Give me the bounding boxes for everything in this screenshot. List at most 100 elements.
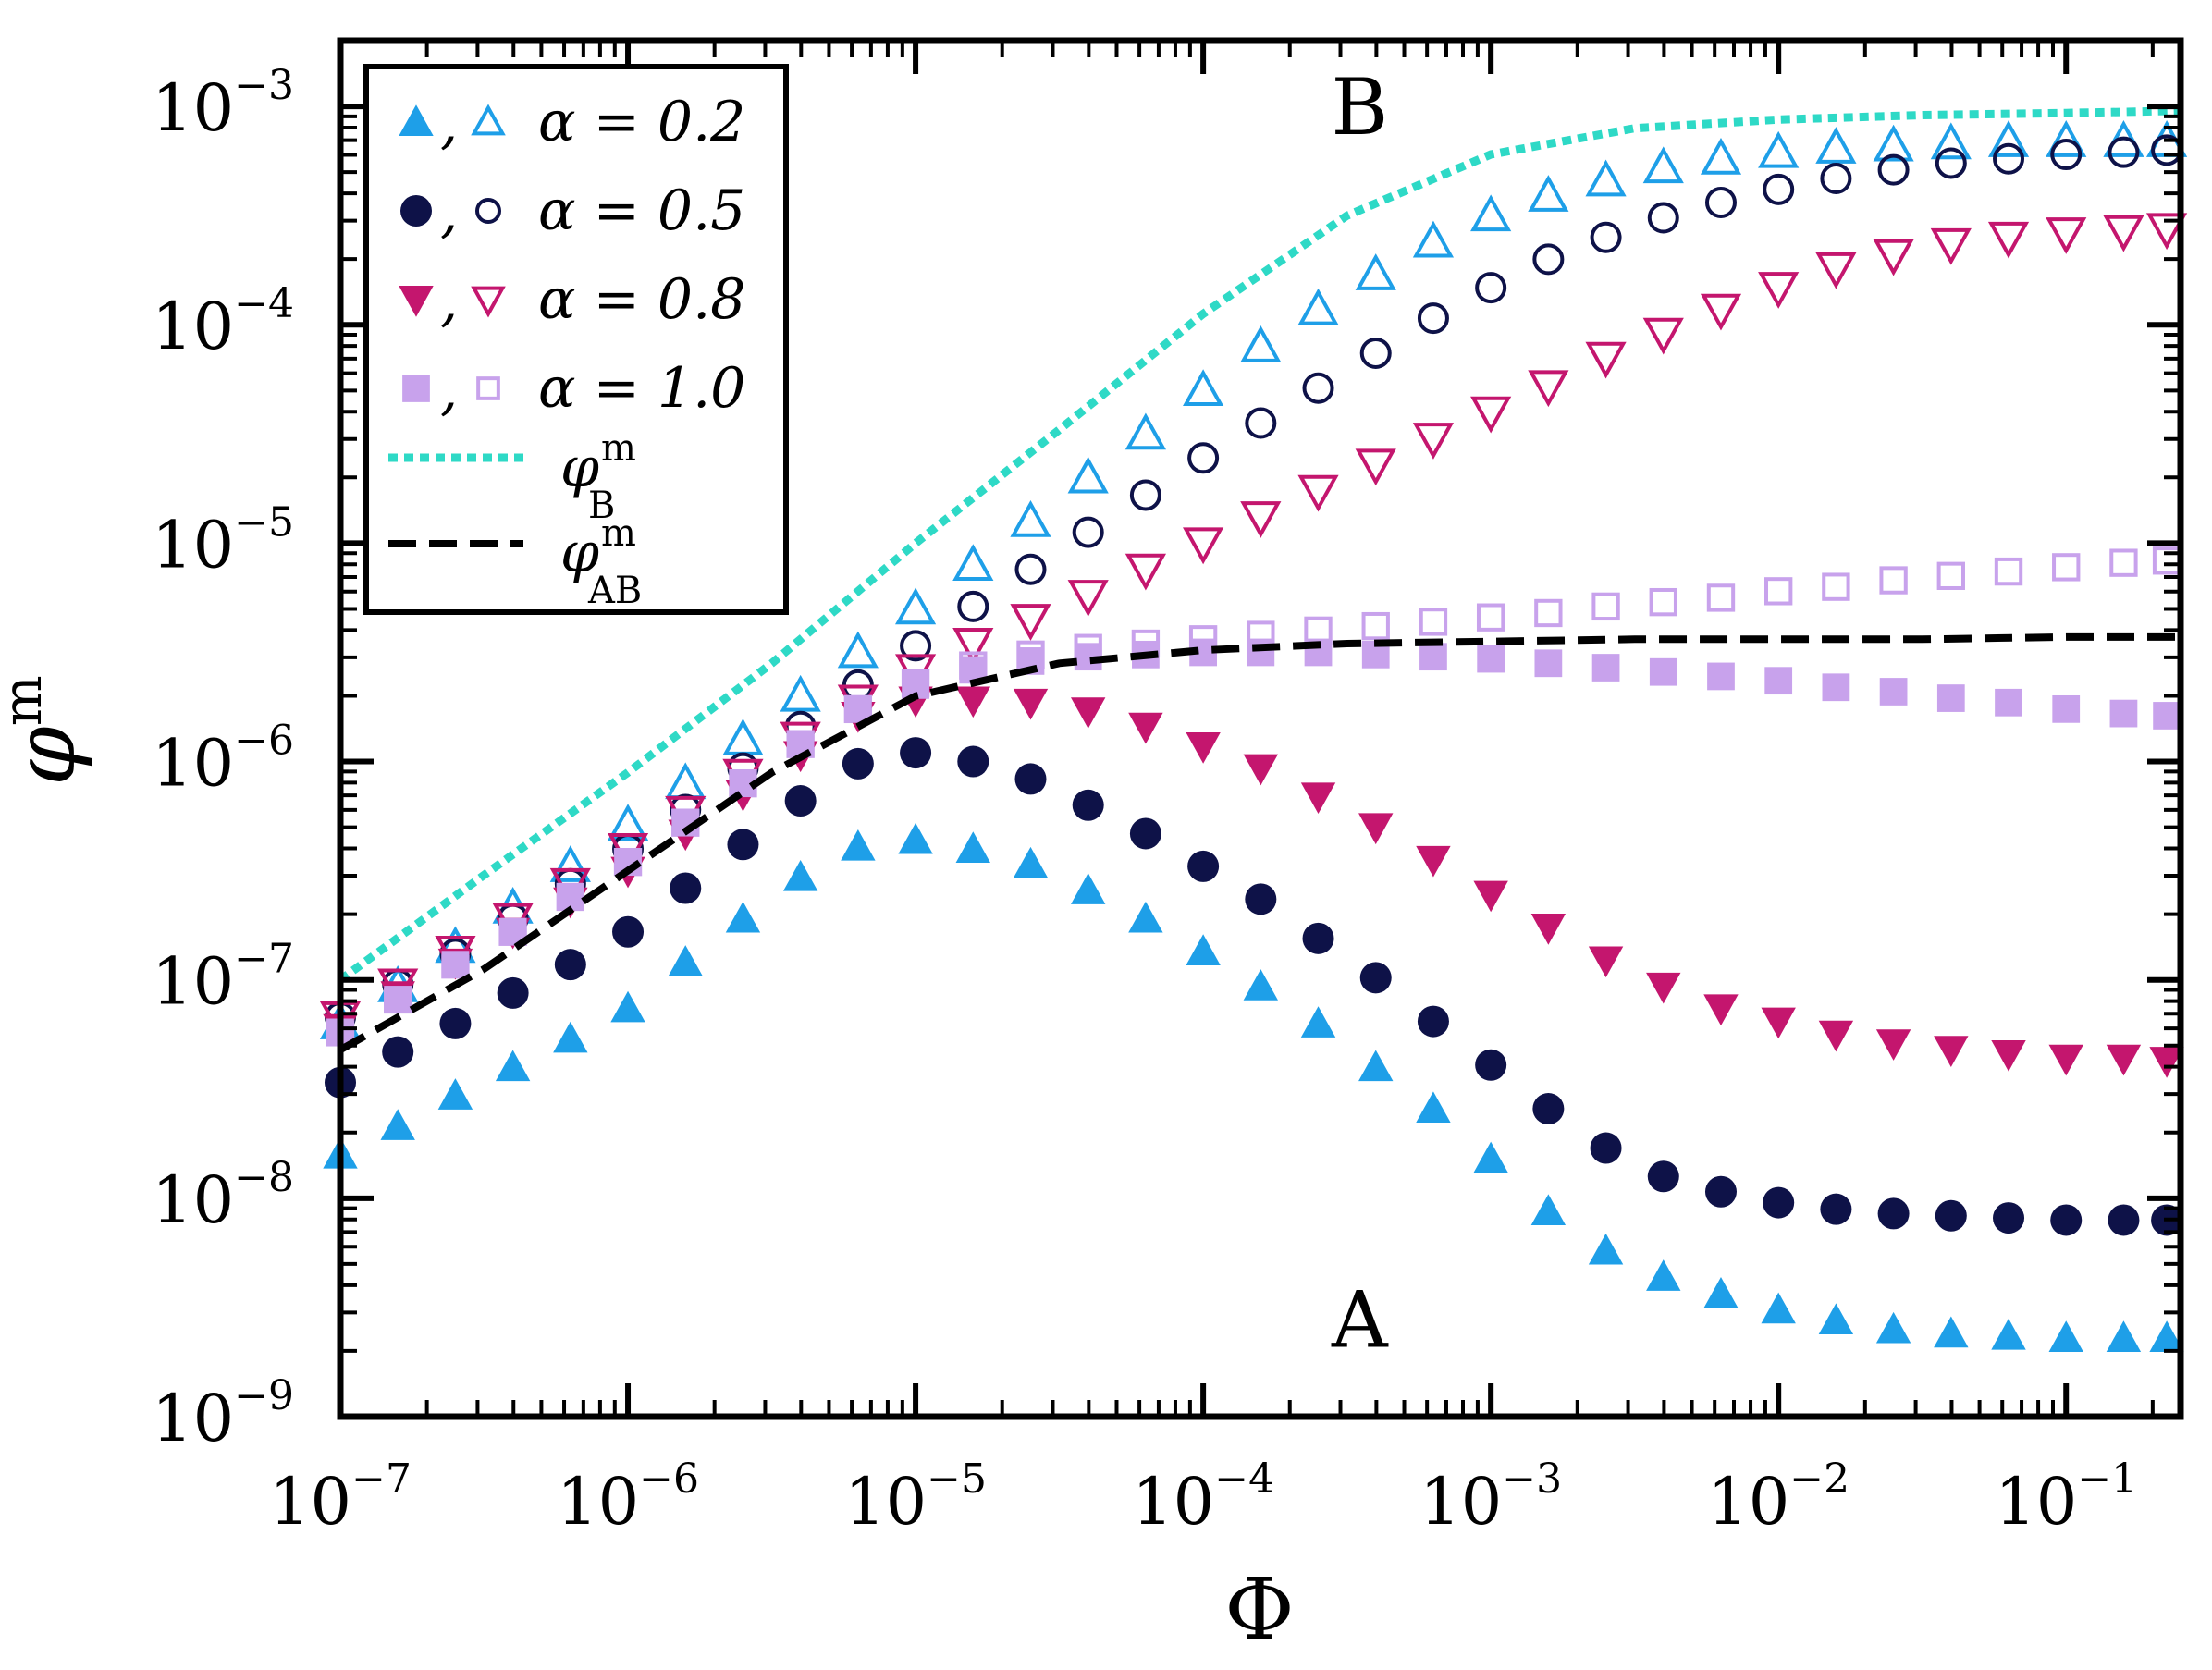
alpha_0.5-filled-point-15 — [1187, 850, 1220, 882]
alpha_0.2-hollow-point-20 — [1470, 194, 1512, 232]
alpha_1.0-hollow-point-25 — [1764, 577, 1793, 606]
alpha_0.2-hollow-point-10 — [894, 587, 937, 625]
alpha_0.2-hollow-point-17 — [1297, 288, 1339, 325]
alpha_0.2-filled-point-16 — [1243, 969, 1279, 1001]
alpha_0.2-hollow-point-23 — [1642, 146, 1684, 184]
alpha_0.8-hollow-point-17 — [1297, 474, 1339, 512]
alpha_0.8-filled-point-30 — [2048, 1044, 2083, 1076]
x-tick-label: 10−5 — [844, 1455, 987, 1540]
alpha_0.8-hollow-point-26 — [1815, 252, 1857, 289]
alpha_0.2-hollow-point-15 — [1183, 369, 1224, 407]
alpha_0.8-filled-point-16 — [1243, 754, 1279, 786]
alpha_0.2-hollow-point-5 — [607, 804, 649, 841]
alpha_0.2-hollow-point-30 — [2046, 120, 2087, 157]
alpha_0.5-hollow-point-28 — [1935, 147, 1967, 179]
alpha_0.2-filled-point-9 — [841, 829, 876, 861]
alpha_0.5-filled-point-8 — [784, 785, 817, 817]
alpha_0.2-filled-point-32 — [2149, 1320, 2184, 1352]
alpha_0.8-filled-point-25 — [1761, 1007, 1796, 1039]
legend-marker-filled-alpha_1.0 — [402, 375, 430, 402]
alpha_0.2-hollow-point-22 — [1585, 159, 1627, 197]
alpha_1.0-hollow-point-19 — [1419, 608, 1448, 636]
alpha_0.8-hollow-point-28 — [1930, 227, 1972, 265]
alpha_0.2-filled-point-4 — [553, 1021, 588, 1053]
legend-label-phi-ab: φm AB — [560, 512, 642, 612]
alpha_0.2-filled-point-12 — [1013, 846, 1049, 878]
alpha_0.8-filled-point-23 — [1646, 972, 1681, 1004]
alpha_0.2-hollow-point-28 — [1930, 122, 1972, 160]
alpha_1.0-hollow-point-28 — [1936, 561, 1965, 590]
legend: ,,,, α = 0.2 α = 0.5 α = 0.8 α = 1.0 φm B… — [363, 64, 789, 615]
region-label-a: A — [1331, 1274, 1389, 1365]
x-tick-label: 10−1 — [1995, 1455, 2137, 1540]
alpha_0.5-hollow-point-18 — [1359, 337, 1392, 369]
alpha_0.8-hollow-point-19 — [1412, 423, 1455, 460]
alpha_0.2-hollow-point-25 — [1758, 130, 1800, 168]
legend-marker-hollow-alpha_0.2 — [471, 104, 506, 136]
y-tick-label: 10−6 — [152, 718, 294, 802]
alpha_0.8-filled-point-21 — [1530, 914, 1567, 945]
alpha_0.5-hollow-point-17 — [1302, 372, 1334, 404]
alpha_0.8-filled-point-32 — [2149, 1047, 2184, 1078]
legend-marker-hollow-alpha_1.0 — [476, 376, 500, 400]
alpha_0.5-filled-point-12 — [1014, 763, 1047, 795]
alpha_0.5-filled-point-4 — [554, 949, 586, 981]
alpha_0.2-hollow-point-29 — [1987, 120, 2030, 157]
alpha_0.8-hollow-point-29 — [1987, 221, 2030, 259]
alpha_0.5-hollow-point-25 — [1763, 173, 1795, 205]
alpha_0.5-hollow-point-19 — [1417, 302, 1449, 335]
alpha_0.5-hollow-point-27 — [1877, 153, 1910, 186]
line-phi_AB — [338, 632, 2181, 1053]
alpha_0.5-hollow-point-12 — [1014, 553, 1047, 585]
alpha_0.2-filled-point-7 — [725, 901, 761, 933]
alpha_0.5-filled-point-3 — [497, 976, 529, 1009]
alpha_0.2-filled-point-8 — [782, 860, 818, 891]
alpha_0.2-filled-point-23 — [1646, 1259, 1681, 1291]
alpha_0.5-filled-point-29 — [1993, 1202, 2025, 1234]
alpha_0.5-filled-point-10 — [900, 737, 932, 769]
alpha_0.2-hollow-point-16 — [1240, 325, 1282, 362]
alpha_0.8-filled-point-18 — [1358, 813, 1394, 845]
alpha_0.8-hollow-point-24 — [1700, 293, 1742, 331]
x-tick-label: 10−6 — [557, 1455, 699, 1540]
alpha_1.0-hollow-point-30 — [2052, 553, 2081, 582]
x-axis-title: Φ — [1224, 1560, 1294, 1659]
alpha_0.8-hollow-point-11 — [952, 628, 994, 665]
alpha_0.5-filled-point-20 — [1475, 1049, 1507, 1081]
alpha_0.5-filled-point-19 — [1417, 1005, 1449, 1038]
legend-phi-ab-sup: m — [601, 512, 636, 555]
alpha_0.2-filled-point-31 — [2106, 1320, 2142, 1352]
alpha_0.2-filled-point-19 — [1416, 1091, 1451, 1123]
legend-marker-hollow-alpha_0.5 — [475, 198, 501, 224]
alpha_0.5-filled-point-14 — [1129, 817, 1161, 850]
alpha_0.2-filled-point-13 — [1070, 873, 1106, 904]
alpha_0.2-filled-point-29 — [1991, 1318, 2026, 1350]
alpha_0.2-hollow-point-19 — [1412, 220, 1455, 258]
alpha_1.0-filled-point-1 — [384, 986, 412, 1013]
alpha_0.8-hollow-point-30 — [2046, 217, 2087, 254]
alpha_0.8-hollow-point-16 — [1240, 501, 1282, 538]
x-tick-label: 10−7 — [269, 1455, 412, 1540]
alpha_0.5-filled-point-16 — [1245, 883, 1277, 915]
alpha_0.8-hollow-point-25 — [1758, 272, 1800, 309]
alpha_0.2-filled-point-2 — [437, 1078, 473, 1110]
alpha_0.8-hollow-point-31 — [2103, 215, 2144, 252]
alpha_1.0-filled-point-28 — [1936, 684, 1965, 712]
y-tick-label: 10−8 — [152, 1154, 294, 1238]
alpha_0.8-hollow-point-12 — [1010, 604, 1051, 641]
alpha_1.0-hollow-point-24 — [1706, 583, 1736, 612]
alpha_1.0-hollow-point-18 — [1361, 611, 1390, 641]
alpha_0.8-filled-point-28 — [1934, 1036, 1969, 1067]
legend-comma: , — [440, 180, 458, 245]
alpha_0.2-filled-point-3 — [495, 1050, 531, 1082]
alpha_0.2-hollow-point-18 — [1355, 253, 1396, 290]
alpha_0.5-filled-point-11 — [957, 745, 989, 778]
x-tick-label: 10−3 — [1419, 1455, 1562, 1540]
alpha_0.5-filled-point-25 — [1763, 1186, 1795, 1219]
region-label-b: B — [1331, 62, 1388, 153]
legend-comma: , — [440, 358, 458, 423]
alpha_0.5-hollow-point-11 — [957, 590, 989, 622]
alpha_0.2-hollow-point-4 — [549, 845, 591, 882]
alpha_0.5-filled-point-24 — [1704, 1175, 1737, 1208]
